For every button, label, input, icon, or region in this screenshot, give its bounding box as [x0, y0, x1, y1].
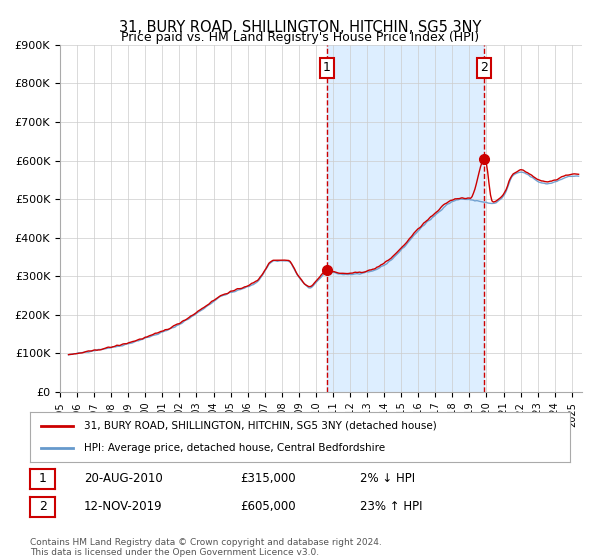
- Text: 2: 2: [38, 500, 47, 514]
- Text: 1: 1: [323, 62, 331, 74]
- Text: 23% ↑ HPI: 23% ↑ HPI: [360, 500, 422, 514]
- Text: 1: 1: [38, 472, 47, 486]
- Text: 20-AUG-2010: 20-AUG-2010: [84, 472, 163, 486]
- Text: £315,000: £315,000: [240, 472, 296, 486]
- Text: 2: 2: [481, 62, 488, 74]
- Text: Price paid vs. HM Land Registry's House Price Index (HPI): Price paid vs. HM Land Registry's House …: [121, 31, 479, 44]
- Text: 31, BURY ROAD, SHILLINGTON, HITCHIN, SG5 3NY (detached house): 31, BURY ROAD, SHILLINGTON, HITCHIN, SG5…: [84, 421, 437, 431]
- Bar: [327, 45, 484, 392]
- Text: 12-NOV-2019: 12-NOV-2019: [84, 500, 163, 514]
- Text: 31, BURY ROAD, SHILLINGTON, HITCHIN, SG5 3NY: 31, BURY ROAD, SHILLINGTON, HITCHIN, SG5…: [119, 20, 481, 35]
- Text: HPI: Average price, detached house, Central Bedfordshire: HPI: Average price, detached house, Cent…: [84, 443, 385, 453]
- Text: £605,000: £605,000: [240, 500, 296, 514]
- Text: 2% ↓ HPI: 2% ↓ HPI: [360, 472, 415, 486]
- Text: Contains HM Land Registry data © Crown copyright and database right 2024.
This d: Contains HM Land Registry data © Crown c…: [30, 538, 382, 557]
